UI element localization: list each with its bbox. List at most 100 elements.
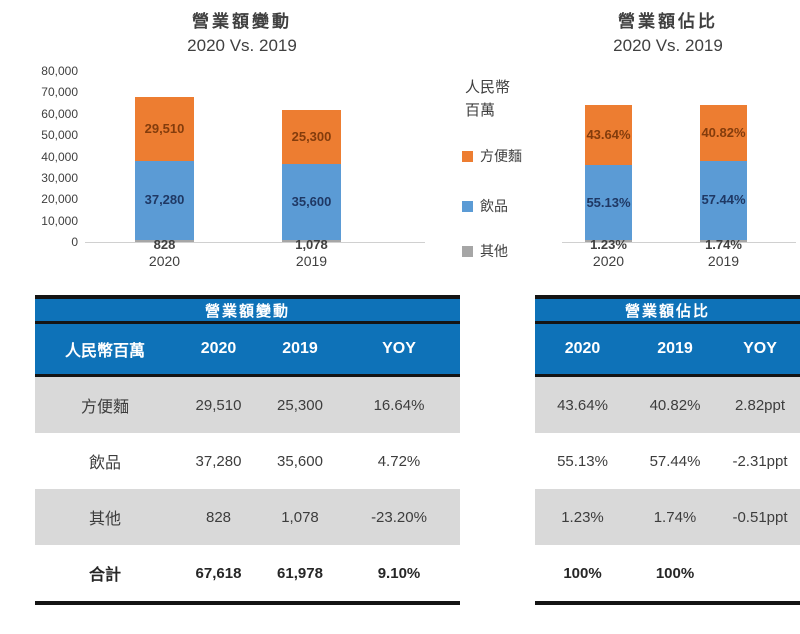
y-axis-tick-label: 80,000 <box>41 64 78 78</box>
bar-segment-noodles <box>282 109 341 164</box>
column-header: 2020 <box>200 340 237 357</box>
table-row-drinks: 飲品 37,280 35,600 4.72% <box>35 433 460 489</box>
table-cell: 4.72% <box>377 452 421 470</box>
table-title: 營業額變動 <box>35 299 460 324</box>
y-axis-tick-label: 30,000 <box>41 171 78 185</box>
legend-item-drinks: 飲品 <box>462 196 508 216</box>
bar-value-label: 29,510 <box>144 121 185 136</box>
table-cell: 67,618 <box>195 564 242 582</box>
bar-value-label: 828 <box>153 237 176 252</box>
x-axis-line <box>562 242 796 243</box>
revenue-share-chart-subtitle: 2020 Vs. 2019 <box>613 36 723 55</box>
others-swatch-icon <box>462 245 473 257</box>
bar-segment-noodles <box>135 97 194 161</box>
table-cell: 1,078 <box>281 508 319 526</box>
column-header: 2019 <box>282 340 318 357</box>
y-axis-tick-label: 0 <box>71 235 78 250</box>
table-cell: 43.64% <box>557 396 608 414</box>
legend-label: 飲品 <box>480 198 508 214</box>
bar-value-label: 57.44% <box>701 192 746 208</box>
category-axis-label: 2020 <box>148 253 181 269</box>
table-cell: 55.13% <box>557 452 608 470</box>
table-cell: 40.82% <box>649 396 701 414</box>
row-label: 方便麵 <box>80 399 129 416</box>
legend-label: 方便麵 <box>480 148 522 164</box>
revenue-change-table: 營業額變動 人民幣百萬 2020 2019 YOY 方便麵 29,510 25,… <box>35 295 460 605</box>
y-axis-tick-label: 70,000 <box>41 85 78 100</box>
revenue-share-chart-title: 營業額佔比 <box>618 12 718 31</box>
bar-segment-drinks <box>585 164 632 241</box>
table-row-noodles: 43.64% 40.82% 2.82ppt <box>535 377 800 433</box>
bar-value-label: 35,600 <box>291 193 332 209</box>
y-axis-tick-label: 40,000 <box>41 149 78 164</box>
table-cell: 1.74% <box>653 508 697 526</box>
table-row-noodles: 方便麵 29,510 25,300 16.64% <box>35 377 460 433</box>
bar-segment-drinks <box>282 163 341 240</box>
table-row-others: 其他 828 1,078 -23.20% <box>35 489 460 545</box>
drinks-swatch-icon <box>462 200 473 212</box>
bar-segment-others <box>282 239 341 242</box>
bar-segment-others <box>700 239 747 242</box>
category-axis-label: 2019 <box>295 253 328 269</box>
y-axis-tick-label: 20,000 <box>41 192 78 207</box>
table-cell: 2.82ppt <box>734 396 786 414</box>
bar-value-label: 1.23% <box>590 237 627 252</box>
table-cell: 37,280 <box>195 452 242 470</box>
revenue-change-chart-subtitle: 2020 Vs. 2019 <box>187 36 297 55</box>
legend-label: 其他 <box>480 243 508 259</box>
table-cell: 9.10% <box>377 564 421 582</box>
column-header: 人民幣百萬 <box>64 343 145 360</box>
revenue-change-chart: 80,000 70,000 60,000 50,000 40,000 30,000 20,0… <box>0 0 460 290</box>
table-cell: 29,510 <box>195 396 242 414</box>
bar-segment-drinks <box>135 160 194 241</box>
bar-value-label: 25,300 <box>291 128 332 144</box>
bar-segment-drinks <box>700 160 747 240</box>
bar-value-label: 1.74% <box>705 237 742 252</box>
revenue-share-table: 營業額佔比 2020 2019 YOY 43.64% 40.82% 2.82pp… <box>535 295 800 605</box>
bar-segment-noodles <box>585 105 632 165</box>
bar-segment-others <box>585 240 632 242</box>
table-header-row: 2020 2019 YOY <box>535 324 800 377</box>
y-axis-tick-label: 60,000 <box>41 106 78 121</box>
bar-segment-others <box>135 240 194 242</box>
column-header: 2019 <box>657 340 693 357</box>
x-axis-line <box>85 242 425 243</box>
table-cell: 100% <box>655 564 695 582</box>
bar-value-label: 40.82% <box>701 124 746 140</box>
revenue-change-chart-title: 營業額變動 <box>192 12 292 31</box>
bar-segment-noodles <box>700 105 747 161</box>
legend-item-others: 其他 <box>462 241 508 261</box>
y-axis-tick-label: 10,000 <box>41 213 78 228</box>
table-cell: -2.31ppt <box>732 452 788 470</box>
column-header: 2020 <box>564 340 601 357</box>
table-cell: 35,600 <box>277 452 323 470</box>
row-label: 飲品 <box>88 455 121 472</box>
table-cell: 61,978 <box>277 564 323 582</box>
column-header: YOY <box>743 340 777 357</box>
table-cell: 828 <box>205 508 232 526</box>
legend-item-noodles: 方便麵 <box>462 146 522 166</box>
table-header-row: 人民幣百萬 2020 2019 YOY <box>35 324 460 377</box>
bar-value-label: 43.64% <box>586 126 631 142</box>
column-header: YOY <box>382 340 416 357</box>
table-cell: 25,300 <box>277 396 323 414</box>
table-cell: 16.64% <box>373 396 425 414</box>
bar-value-label: 55.13% <box>586 194 631 210</box>
bar-value-label: 37,280 <box>144 192 185 208</box>
table-row-drinks: 55.13% 57.44% -2.31ppt <box>535 433 800 489</box>
category-axis-label: 2019 <box>707 253 740 269</box>
table-row-others: 1.23% 1.74% -0.51ppt <box>535 489 800 545</box>
revenue-share-chart: 1.23% 55.13% 43.64% 2020 1.74% 57.44% 40.82% 20… <box>0 0 800 290</box>
category-axis-label: 2020 <box>592 253 625 269</box>
unit-label-line1: 人民幣 <box>465 79 511 96</box>
row-label: 其他 <box>88 511 121 528</box>
table-title: 營業額佔比 <box>535 299 800 324</box>
row-label: 合計 <box>88 567 121 584</box>
noodles-swatch-icon <box>462 150 473 162</box>
table-cell: 57.44% <box>649 452 701 470</box>
table-row-total: 合計 67,618 61,978 9.10% <box>35 545 460 601</box>
unit-label-line2: 百萬 <box>465 102 496 119</box>
table-cell: 100% <box>563 564 602 582</box>
table-cell: -23.20% <box>371 508 427 526</box>
